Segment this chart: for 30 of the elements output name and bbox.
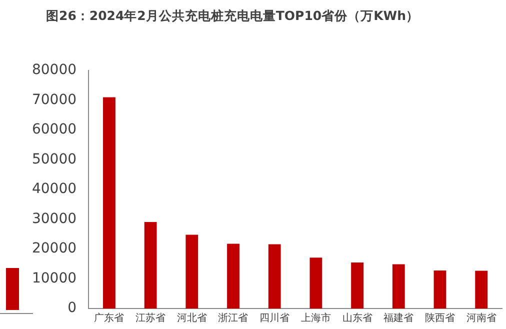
bar [310, 258, 322, 309]
y-tick-label: 60000 [32, 122, 77, 138]
x-tick-label: 陕西省 [424, 312, 455, 324]
chart-title: 图26：2024年2月公共充电桩充电电量TOP10省份（万KWh） [46, 8, 419, 25]
y-tick-label: 0 [68, 300, 77, 316]
bar [227, 244, 240, 309]
y-tick-label: 40000 [32, 181, 77, 198]
bar [103, 97, 116, 309]
bar [186, 234, 198, 309]
x-tick-label: 四川省 [260, 312, 290, 324]
x-tick-label: 山东省 [342, 312, 372, 324]
y-tick-label: 70000 [32, 92, 77, 108]
x-tick-label: 福建省 [384, 312, 414, 324]
bar [392, 264, 405, 309]
bar [434, 270, 446, 309]
x-tick-label: 浙江省 [218, 312, 248, 324]
bar [144, 222, 157, 309]
y-tick-label: 80000 [32, 62, 77, 78]
bar [475, 270, 488, 309]
bar [351, 262, 364, 309]
x-tick-label: 广东省 [94, 312, 124, 324]
x-tick-label: 河北省 [176, 312, 207, 324]
bar [268, 244, 281, 309]
y-tick-label: 20000 [32, 240, 77, 257]
x-tick-label: 上海市 [300, 312, 331, 324]
x-tick-label: 江苏省 [136, 312, 166, 324]
y-tick-label: 30000 [32, 210, 77, 227]
y-tick-label: 10000 [32, 270, 77, 286]
x-tick-label: 河南省 [466, 312, 496, 324]
y-tick-label: 50000 [32, 151, 77, 168]
